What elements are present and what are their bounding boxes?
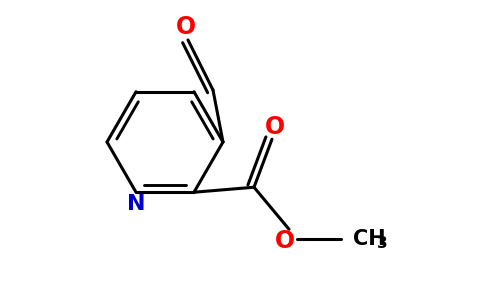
Text: CH: CH xyxy=(353,229,386,249)
Text: O: O xyxy=(275,229,295,253)
Text: N: N xyxy=(127,194,145,214)
Text: 3: 3 xyxy=(377,236,388,251)
Text: O: O xyxy=(265,115,285,139)
Text: O: O xyxy=(176,15,196,39)
